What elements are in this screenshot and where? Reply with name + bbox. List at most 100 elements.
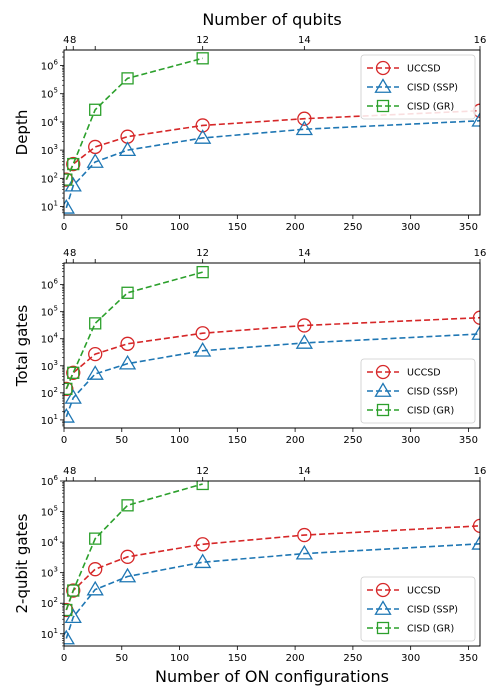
data-point bbox=[88, 139, 103, 155]
x-tick-label: 250 bbox=[343, 653, 362, 664]
data-point bbox=[64, 603, 73, 617]
data-point bbox=[295, 120, 313, 136]
legend-label: CISD (SSP) bbox=[407, 605, 458, 616]
top-tick-label: 14 bbox=[298, 466, 311, 477]
y-tick-label: 106 bbox=[41, 278, 59, 292]
series-line bbox=[65, 483, 203, 611]
top-tick-label: 16 bbox=[474, 466, 487, 477]
data-point bbox=[66, 365, 81, 380]
data-point bbox=[195, 118, 210, 133]
data-point bbox=[297, 527, 312, 543]
data-point bbox=[196, 481, 209, 491]
y-tick-label: 105 bbox=[41, 305, 58, 319]
legend-label: CISD (SSP) bbox=[407, 83, 458, 94]
data-point bbox=[67, 366, 80, 379]
data-point bbox=[64, 389, 82, 404]
data-point bbox=[471, 111, 480, 127]
data-point bbox=[64, 199, 75, 214]
y-tick-label: 105 bbox=[41, 87, 58, 101]
series-line bbox=[65, 119, 480, 209]
data-point bbox=[472, 518, 480, 534]
legend-marker bbox=[374, 78, 392, 93]
legend-marker bbox=[374, 600, 392, 615]
x-tick-label: 300 bbox=[401, 222, 420, 233]
top-tick-label: 4 bbox=[63, 466, 69, 477]
data-point bbox=[121, 72, 134, 85]
data-point bbox=[196, 265, 209, 279]
series-line bbox=[65, 333, 480, 418]
data-point bbox=[89, 317, 102, 330]
legend-label: CISD (GR) bbox=[407, 102, 454, 113]
data-point bbox=[118, 141, 137, 157]
data-point bbox=[195, 326, 210, 341]
x-tick-label: 300 bbox=[401, 435, 420, 446]
series-line bbox=[65, 271, 203, 390]
panel-2: 0 50 100 150 200 250 300 350 4 8 12 14 16 101 102 103 10… bbox=[13, 248, 487, 446]
y-tick-label: 106 bbox=[41, 474, 59, 488]
x-tick-label: 0 bbox=[61, 222, 67, 233]
legend-box bbox=[360, 358, 476, 424]
y-tick-label: 103 bbox=[41, 359, 58, 373]
x-tick-label: 200 bbox=[286, 435, 305, 446]
y-tick-label: 104 bbox=[41, 115, 59, 129]
top-tick-label: 12 bbox=[196, 248, 209, 259]
x-tick-label: 200 bbox=[286, 222, 305, 233]
plot-area bbox=[64, 481, 480, 645]
legend-box bbox=[360, 54, 476, 120]
legend-label: CISD (GR) bbox=[407, 406, 454, 417]
top-tick-label: 8 bbox=[70, 248, 76, 259]
y-tick-label: 106 bbox=[41, 59, 59, 73]
data-point bbox=[295, 544, 313, 560]
y-tick-label: 102 bbox=[41, 596, 58, 610]
plot-frame bbox=[63, 49, 481, 216]
top-tick-label: 8 bbox=[70, 35, 76, 46]
data-point bbox=[194, 129, 212, 144]
x-tick-label: 0 bbox=[61, 653, 67, 664]
plot-frame bbox=[63, 262, 481, 429]
data-point bbox=[86, 365, 104, 380]
x-tick-label: 350 bbox=[459, 653, 478, 664]
y-tick-label: 101 bbox=[41, 413, 58, 427]
data-point bbox=[89, 532, 102, 545]
data-point bbox=[196, 52, 209, 65]
data-point bbox=[120, 336, 135, 351]
data-point bbox=[297, 318, 312, 333]
panel-1: 0 50 100 150 200 250 300 350 4 8 12 14 16 101 102 103 10… bbox=[13, 35, 486, 233]
data-point bbox=[295, 334, 313, 349]
data-point bbox=[88, 562, 103, 577]
legend-marker bbox=[376, 99, 390, 113]
legend-label: UCCSD bbox=[407, 368, 441, 379]
bottom-axis-label: Number of ON configurations bbox=[155, 667, 389, 686]
y-tick-label: 102 bbox=[41, 171, 58, 185]
top-tick-label: 12 bbox=[196, 466, 209, 477]
data-point bbox=[121, 499, 134, 512]
data-point bbox=[64, 629, 75, 645]
data-point bbox=[120, 549, 135, 564]
legend-box bbox=[360, 576, 476, 642]
data-point bbox=[471, 535, 480, 550]
data-point bbox=[64, 173, 73, 186]
y-tick-label: 103 bbox=[41, 566, 58, 580]
x-tick-label: 100 bbox=[170, 653, 189, 664]
x-tick-label: 350 bbox=[459, 435, 478, 446]
data-point bbox=[88, 346, 103, 362]
data-point bbox=[86, 153, 104, 168]
x-tick-label: 200 bbox=[286, 653, 305, 664]
data-point bbox=[64, 408, 75, 423]
legend-label: UCCSD bbox=[407, 64, 441, 75]
plot-frame bbox=[63, 480, 481, 647]
top-tick-label: 16 bbox=[474, 248, 487, 259]
x-tick-label: 150 bbox=[228, 653, 247, 664]
top-tick-label: 14 bbox=[298, 35, 311, 46]
legend: UCCSD CISD (SSP) CISD (GR) bbox=[360, 358, 476, 424]
legend-label: UCCSD bbox=[407, 586, 441, 597]
y-tick-label: 101 bbox=[41, 200, 58, 214]
legend-label: CISD (GR) bbox=[407, 624, 454, 635]
series-line bbox=[65, 543, 480, 639]
x-tick-label: 250 bbox=[343, 222, 362, 233]
y-tick-label: 104 bbox=[41, 535, 59, 549]
data-point bbox=[472, 310, 480, 325]
legend: UCCSD CISD (SSP) CISD (GR) bbox=[360, 54, 476, 120]
data-point bbox=[89, 103, 102, 116]
